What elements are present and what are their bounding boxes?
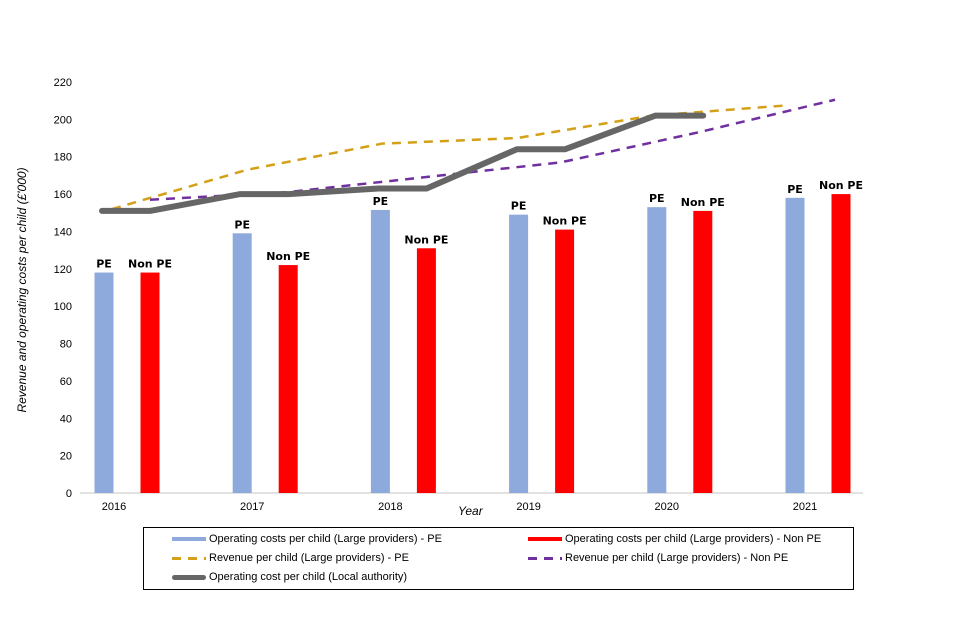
y-tick-label: 140: [54, 226, 72, 238]
lines: [99, 98, 836, 214]
bar-pe: [370, 209, 390, 493]
y-tick-label: 20: [60, 451, 72, 463]
data-label-pe: PE: [373, 195, 389, 208]
bar-pe: [94, 272, 114, 493]
legend-item-la-costs: Operating cost per child (Local authorit…: [172, 571, 407, 583]
data-label-non-pe: Non PE: [681, 196, 725, 209]
revenue-pe-line: [111, 104, 788, 211]
y-tick-label: 220: [54, 77, 72, 89]
x-axis-ticks: 2016 2017 2018 2019 2020 2021: [102, 501, 817, 513]
bar-non-pe: [555, 229, 575, 493]
y-tick-label: 60: [60, 376, 72, 388]
bar-data-labels: PE PE PE PE PE PE Non PE Non PE Non PE Non PE Non …: [96, 179, 863, 270]
legend-item-nonpe-revenue: Revenue per child (Large providers) - No…: [528, 552, 788, 564]
bar-swatch-icon: [172, 537, 206, 541]
bar-non-pe: [693, 210, 713, 493]
x-tick-label: 2019: [516, 501, 540, 513]
x-tick-label: 2021: [793, 501, 817, 513]
x-tick-label: 2016: [102, 501, 126, 513]
data-label-pe: PE: [234, 218, 250, 231]
data-label-pe: PE: [787, 183, 803, 196]
dashed-line-icon: [528, 556, 562, 560]
bar-pe: [647, 207, 667, 493]
data-label-non-pe: Non PE: [128, 258, 172, 271]
legend-item-nonpe-costs: Operating costs per child (Large provide…: [528, 533, 821, 545]
y-axis-ticks: 0 20 40 60 80 100 120 140 160 180 200 220: [54, 77, 72, 500]
y-tick-label: 200: [54, 114, 72, 126]
legend: Operating costs per child (Large provide…: [143, 527, 854, 590]
data-label-pe: PE: [649, 192, 665, 205]
bar-pe: [509, 214, 529, 493]
legend-label: Revenue per child (Large providers) - No…: [565, 552, 789, 564]
data-label-pe: PE: [511, 200, 527, 213]
la-operating-cost-line: [99, 112, 707, 214]
dashed-line-icon: [172, 556, 206, 560]
bar-non-pe: [278, 265, 298, 493]
bar-pe: [785, 197, 805, 493]
x-tick-label: 2018: [378, 501, 402, 513]
y-tick-label: 0: [66, 488, 72, 500]
y-tick-label: 180: [54, 152, 72, 164]
y-tick-label: 100: [54, 301, 72, 313]
legend-label: Operating costs per child (Large provide…: [565, 533, 822, 545]
legend-item-pe-revenue: Revenue per child (Large providers) - PE: [172, 552, 409, 564]
bar-pe: [232, 233, 252, 493]
bar-swatch-icon: [528, 537, 562, 541]
y-tick-label: 120: [54, 264, 72, 276]
y-axis-title: Revenue and operating costs per child (£…: [15, 167, 29, 412]
legend-item-pe-costs: Operating costs per child (Large provide…: [172, 533, 442, 545]
data-label-non-pe: Non PE: [819, 179, 863, 192]
bar-non-pe: [831, 194, 851, 493]
y-tick-label: 40: [60, 413, 72, 425]
legend-label: Revenue per child (Large providers) - PE: [209, 552, 409, 564]
y-tick-label: 160: [54, 189, 72, 201]
revenue-non-pe-line: [149, 98, 836, 201]
solid-line-icon: [172, 574, 206, 580]
legend-label: Operating cost per child (Local authorit…: [209, 571, 408, 583]
legend-label: Operating costs per child (Large provide…: [209, 533, 442, 545]
bars: [94, 194, 851, 493]
data-label-pe: PE: [96, 258, 112, 271]
y-tick-label: 80: [60, 339, 72, 351]
bar-non-pe: [140, 272, 160, 493]
x-axis-title: Year: [458, 504, 484, 518]
x-tick-label: 2020: [655, 501, 679, 513]
data-label-non-pe: Non PE: [543, 215, 587, 228]
bar-non-pe: [416, 248, 436, 493]
data-label-non-pe: Non PE: [266, 250, 310, 263]
x-tick-label: 2017: [240, 501, 264, 513]
data-label-non-pe: Non PE: [404, 233, 448, 246]
